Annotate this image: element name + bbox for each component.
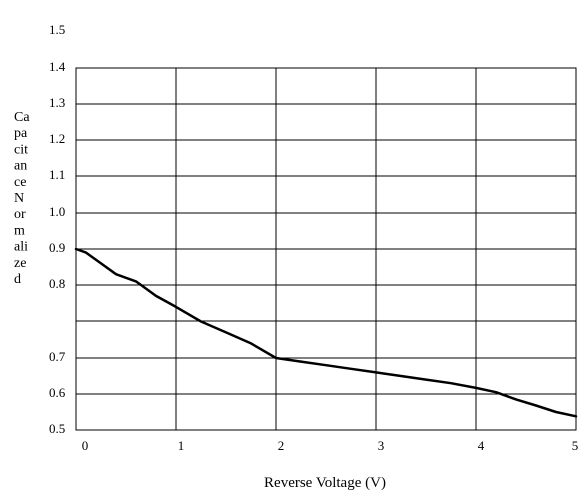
x-tick-label: 3 <box>378 438 385 453</box>
y-axis-title-fragment: N <box>14 191 24 206</box>
series-line <box>74 247 578 418</box>
x-tick-label: 4 <box>478 438 485 453</box>
y-axis-title-fragment: an <box>14 159 27 174</box>
series-lines <box>74 247 578 418</box>
y-axis-title-fragment: ali <box>14 240 28 255</box>
y-axis-title-fragment: ce <box>14 175 26 190</box>
y-tick-label: 1.3 <box>49 95 65 110</box>
y-tick-label: 0.6 <box>49 385 66 400</box>
y-axis-title-fragment: cit <box>14 142 28 157</box>
tick-labels: 0.5 0.6 0.7 0.8 0.9 1.0 1.1 1.2 1.3 1.4 1.5 0 1 2 3 4 5 <box>49 22 578 453</box>
y-tick-label: 1.2 <box>49 131 65 146</box>
y-tick-label: 1.4 <box>49 59 66 74</box>
x-axis-title: Reverse Voltage (V) <box>264 475 386 491</box>
y-axis-title-fragment: Ca <box>14 110 30 125</box>
y-tick-label: 0.7 <box>49 349 66 364</box>
y-axis-title-fragment: pa <box>14 126 28 141</box>
y-tick-label: 0.5 <box>49 421 65 436</box>
x-tick-label: 0 <box>82 438 89 453</box>
y-tick-label: 0.8 <box>49 276 65 291</box>
x-tick-label: 1 <box>178 438 185 453</box>
y-tick-label: 0.9 <box>49 240 65 255</box>
grid <box>75 67 577 430</box>
y-axis-title-fragment: or <box>14 207 26 222</box>
y-tick-label: 1.0 <box>49 204 65 219</box>
y-tick-label: 1.1 <box>49 167 65 182</box>
x-tick-label: 5 <box>572 438 579 453</box>
y-axis-title-fragment: m <box>14 223 25 238</box>
x-tick-label: 2 <box>278 438 285 453</box>
y-tick-label: 1.5 <box>49 22 65 37</box>
y-axis-title-fragment: d <box>14 272 21 287</box>
y-axis-title-fragment: ze <box>14 256 26 271</box>
